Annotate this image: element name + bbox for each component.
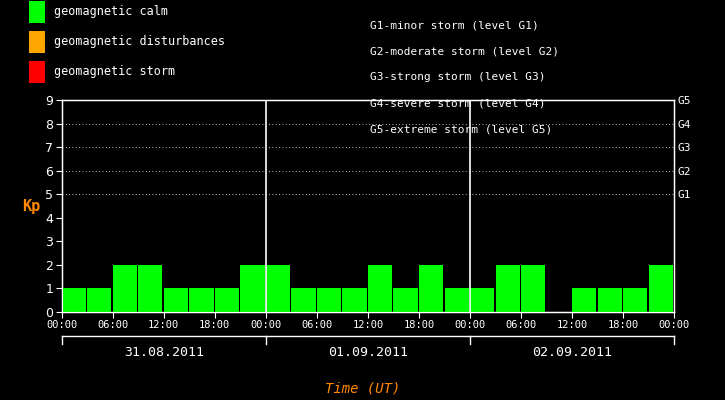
- Text: G3-strong storm (level G3): G3-strong storm (level G3): [370, 72, 545, 82]
- Bar: [138, 265, 162, 312]
- Text: Time (UT): Time (UT): [325, 382, 400, 396]
- Bar: [496, 265, 520, 312]
- Bar: [470, 288, 494, 312]
- Text: 31.08.2011: 31.08.2011: [124, 346, 204, 359]
- Bar: [368, 265, 392, 312]
- Bar: [521, 265, 545, 312]
- Bar: [215, 288, 239, 312]
- Text: G5-extreme storm (level G5): G5-extreme storm (level G5): [370, 124, 552, 134]
- Bar: [444, 288, 469, 312]
- Bar: [572, 288, 597, 312]
- Bar: [87, 288, 112, 312]
- Text: geomagnetic disturbances: geomagnetic disturbances: [54, 36, 225, 48]
- Bar: [240, 265, 265, 312]
- Text: geomagnetic calm: geomagnetic calm: [54, 6, 167, 18]
- Text: G4-severe storm (level G4): G4-severe storm (level G4): [370, 98, 545, 108]
- Bar: [164, 288, 188, 312]
- Bar: [266, 265, 290, 312]
- Bar: [112, 265, 137, 312]
- Text: G2-moderate storm (level G2): G2-moderate storm (level G2): [370, 46, 559, 56]
- Bar: [649, 265, 673, 312]
- Bar: [394, 288, 418, 312]
- Bar: [342, 288, 367, 312]
- Text: 02.09.2011: 02.09.2011: [532, 346, 612, 359]
- Text: 01.09.2011: 01.09.2011: [328, 346, 408, 359]
- Bar: [317, 288, 341, 312]
- Bar: [291, 288, 315, 312]
- Bar: [624, 288, 647, 312]
- Bar: [189, 288, 213, 312]
- Bar: [419, 265, 443, 312]
- Y-axis label: Kp: Kp: [22, 198, 41, 214]
- Bar: [62, 288, 86, 312]
- Text: geomagnetic storm: geomagnetic storm: [54, 66, 175, 78]
- Bar: [597, 288, 622, 312]
- Text: G1-minor storm (level G1): G1-minor storm (level G1): [370, 20, 539, 30]
